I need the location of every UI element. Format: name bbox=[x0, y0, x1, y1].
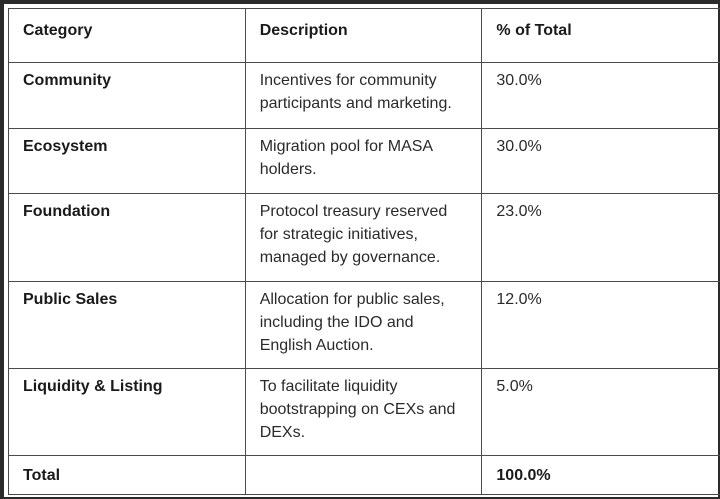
cell-percent: 30.0% bbox=[481, 62, 720, 129]
total-row: Total 100.0% bbox=[8, 455, 720, 495]
cell-description: Migration pool for MASA holders. bbox=[244, 128, 483, 194]
total-percent: 100.0% bbox=[481, 455, 720, 495]
cell-description: To facilitate liquidity bootstrapping on… bbox=[244, 368, 483, 456]
cell-percent: 12.0% bbox=[481, 281, 720, 369]
cell-description: Allocation for public sales, including t… bbox=[244, 281, 483, 369]
cell-percent: 5.0% bbox=[481, 368, 720, 456]
total-label: Total bbox=[8, 455, 246, 495]
table-row: Community Incentives for community parti… bbox=[8, 62, 720, 129]
header-percent: % of Total bbox=[481, 8, 720, 63]
cell-category: Ecosystem bbox=[8, 128, 246, 194]
cell-percent: 30.0% bbox=[481, 128, 720, 194]
cell-category: Public Sales bbox=[8, 281, 246, 369]
cell-percent: 23.0% bbox=[481, 193, 720, 282]
allocation-table: Category Description % of Total Communit… bbox=[8, 8, 720, 495]
cell-description: Protocol treasury reserved for strategic… bbox=[244, 193, 483, 282]
cell-category: Foundation bbox=[8, 193, 246, 282]
table-row: Public Sales Allocation for public sales… bbox=[8, 281, 720, 369]
cell-category: Community bbox=[8, 62, 246, 129]
header-description: Description bbox=[244, 8, 483, 63]
table-row: Ecosystem Migration pool for MASA holder… bbox=[8, 128, 720, 194]
header-category: Category bbox=[8, 8, 246, 63]
cell-category: Liquidity & Listing bbox=[8, 368, 246, 456]
table-row: Foundation Protocol treasury reserved fo… bbox=[8, 193, 720, 282]
table-row: Liquidity & Listing To facilitate liquid… bbox=[8, 368, 720, 456]
header-row: Category Description % of Total bbox=[8, 8, 720, 63]
total-description bbox=[244, 455, 483, 495]
cell-description: Incentives for community participants an… bbox=[244, 62, 483, 129]
